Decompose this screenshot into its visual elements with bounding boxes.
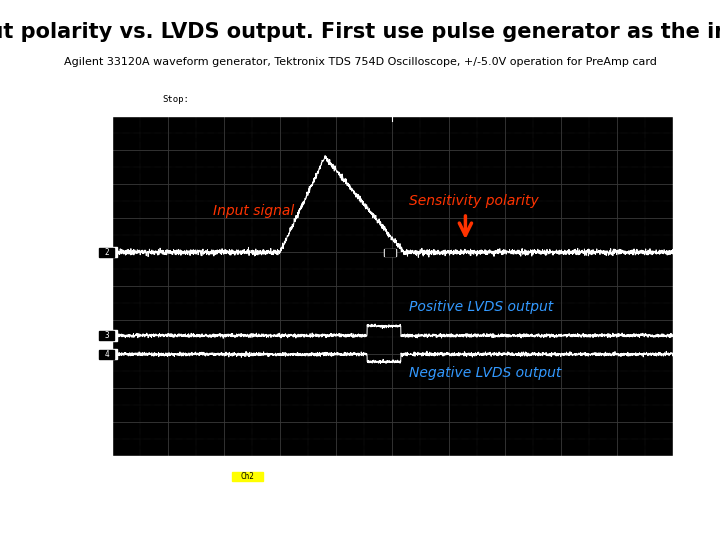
Text: Input signal: Input signal — [212, 204, 294, 218]
Text: 265 Acqs: 265 Acqs — [420, 95, 464, 104]
Text: Ch4   500mVΩ: Ch4 500mVΩ — [117, 480, 173, 489]
Text: 23:22:22: 23:22:22 — [631, 480, 667, 489]
Text: Positive LVDS output: Positive LVDS output — [409, 300, 554, 314]
Bar — [384, 249, 396, 256]
Text: Aux ƒ: Aux ƒ — [437, 468, 461, 477]
Bar — [233, 472, 264, 481]
Bar — [99, 248, 114, 256]
Bar — [99, 331, 114, 340]
Text: Stop:: Stop: — [162, 95, 189, 104]
Text: 2: 2 — [104, 248, 109, 256]
Text: Tek: Tek — [128, 95, 145, 104]
Bar — [385, 249, 395, 255]
Text: Sensitivity polarity: Sensitivity polarity — [409, 194, 539, 208]
Text: Ch3   500mVΩ: Ch3 500mVΩ — [117, 468, 173, 477]
Text: 3: 3 — [104, 331, 109, 340]
Text: 9 Jun 2008: 9 Jun 2008 — [621, 468, 667, 477]
Bar — [97, 330, 117, 341]
Text: Negative LVDS output: Negative LVDS output — [409, 366, 562, 380]
Text: Input polarity vs. LVDS output. First use pulse generator as the input: Input polarity vs. LVDS output. First us… — [0, 22, 720, 42]
Text: Agilent 33120A waveform generator, Tektronix TDS 754D Oscilloscope, +/-5.0V oper: Agilent 33120A waveform generator, Tektr… — [63, 57, 657, 67]
Bar — [97, 349, 117, 359]
Text: 10.0MS/s: 10.0MS/s — [230, 95, 273, 104]
Text: M 5.00μs: M 5.00μs — [336, 468, 373, 477]
Text: Ch2: Ch2 — [240, 472, 254, 481]
Bar — [159, 97, 221, 109]
Bar — [97, 247, 117, 257]
Text: Ch2   10.0mV: Ch2 10.0mV — [235, 468, 291, 477]
Text: 4: 4 — [104, 350, 109, 359]
Text: 853mV: 853mV — [505, 468, 528, 477]
Bar — [99, 350, 114, 359]
